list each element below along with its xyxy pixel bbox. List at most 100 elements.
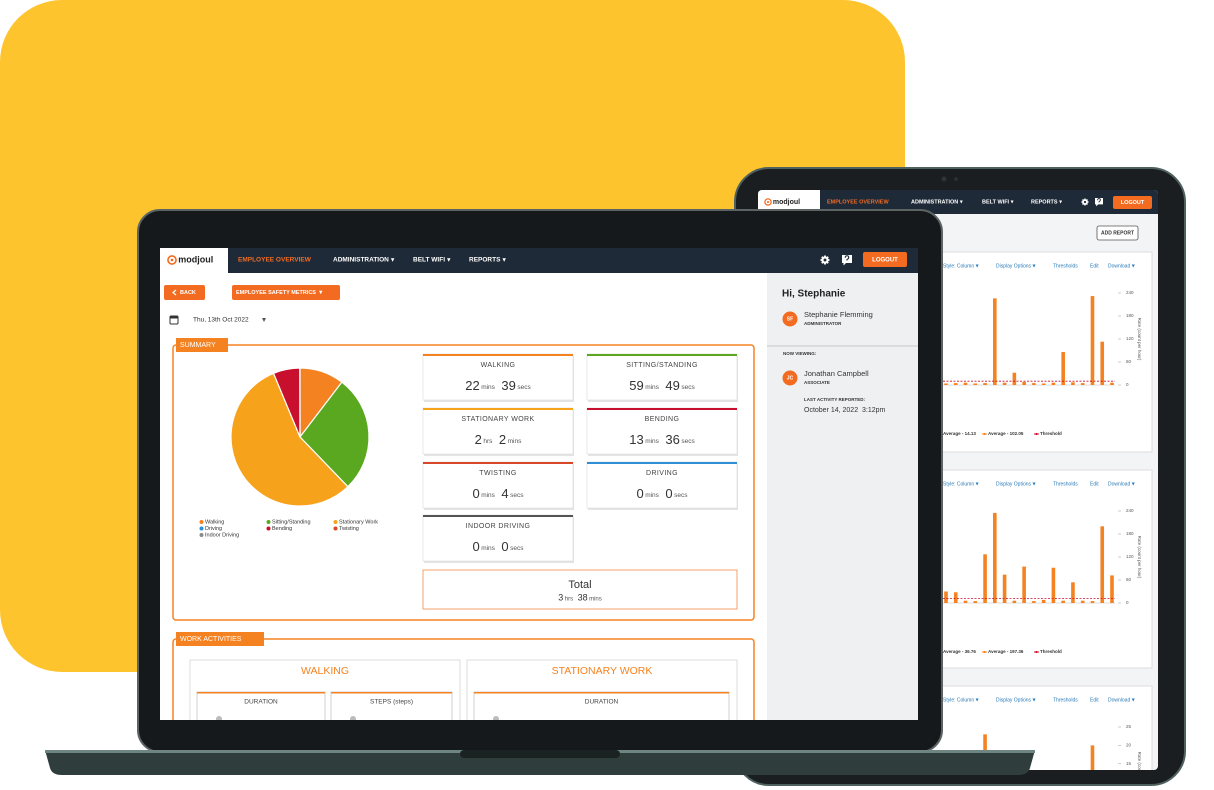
chart-toolbar-item[interactable]: Edit (1090, 263, 1099, 269)
bar (1051, 382, 1056, 385)
duration-number: 0 (472, 486, 479, 501)
chart-toolbar-item[interactable]: Edit (1090, 697, 1099, 703)
legend-dot (983, 432, 986, 436)
nav-item[interactable]: EMPLOYEE OVERVIEW (238, 257, 312, 264)
legend-label: Threshold (1040, 649, 1062, 654)
duration-unit: mins (508, 438, 522, 445)
laptop-navbar (160, 248, 918, 273)
total-label: Total (568, 579, 591, 591)
duration-unit: hrs (483, 438, 493, 445)
bar (1032, 383, 1036, 385)
card-accent (587, 354, 737, 356)
chart-toolbar-item[interactable]: Display Options (996, 697, 1032, 703)
logout-button[interactable] (863, 252, 907, 267)
bar (1100, 341, 1105, 385)
duration-number: 3 (558, 593, 563, 603)
chart-toolbar-item[interactable]: Thresholds (1053, 697, 1078, 703)
chart-toolbar-item[interactable]: Style: Column (943, 263, 974, 269)
bar (1032, 601, 1036, 603)
bar (1071, 582, 1075, 603)
legend-label: Driving (205, 526, 222, 532)
chart-toolbar-item[interactable]: Edit (1090, 481, 1099, 487)
bar (1002, 382, 1007, 385)
logout-button[interactable] (1113, 196, 1152, 209)
bar (1041, 383, 1046, 385)
chart-toolbar-item[interactable]: Style: Column (943, 697, 974, 703)
duration-unit: secs (674, 492, 688, 499)
laptop-notch (460, 750, 620, 758)
duration-unit: mins (645, 384, 659, 391)
greeting: Hi, Stephanie (782, 289, 846, 300)
caret (262, 318, 266, 322)
date[interactable]: Thu, 13th Oct 2022 (193, 317, 249, 324)
gear-hole (823, 258, 827, 262)
avatar-initials: JC (787, 375, 794, 381)
gear-hole (1083, 200, 1087, 204)
bar (1110, 382, 1114, 385)
logout-label[interactable]: LOGOUT (872, 258, 898, 264)
duration-value: 0 mins 0 secs (472, 539, 524, 554)
bar (993, 512, 997, 603)
tile-accent (474, 692, 729, 694)
chart-toolbar-item[interactable]: Display Options (996, 481, 1032, 487)
caret (502, 258, 506, 262)
logout-label[interactable]: LOGOUT (1121, 200, 1145, 206)
chart-toolbar-item[interactable]: Download (1108, 263, 1130, 269)
metric-card (422, 353, 574, 401)
person-name: Jonathan Campbell (804, 369, 869, 378)
back-chevron (172, 289, 177, 296)
bar (944, 591, 948, 603)
nav-item[interactable]: EMPLOYEE OVERVIEW (827, 199, 889, 205)
y-tick-label: 180 (1126, 313, 1134, 318)
bar (1100, 526, 1105, 603)
legend-marker (199, 520, 204, 524)
chart-toolbar-item[interactable]: Thresholds (1053, 481, 1078, 487)
legend-label: Walking (205, 519, 224, 525)
back-button[interactable] (164, 285, 205, 300)
gauge-knob (493, 716, 499, 720)
y-axis-label: Rate (count per hour) (1137, 536, 1142, 579)
bar (1090, 296, 1095, 385)
chart-toolbar-item[interactable]: Thresholds (1053, 263, 1078, 269)
report-select[interactable] (232, 285, 340, 300)
caret (1010, 200, 1014, 204)
add-report-button[interactable] (1096, 225, 1139, 241)
bar (944, 383, 948, 385)
activity-tile (330, 691, 453, 720)
chart-toolbar-item[interactable]: Download (1108, 481, 1130, 487)
card-label: BENDING (645, 416, 680, 423)
back-label[interactable]: BACK (180, 290, 196, 296)
caret (975, 264, 979, 268)
nav-item[interactable]: ADMINISTRATION (911, 199, 958, 205)
chart-toolbar-item[interactable]: Download (1108, 697, 1130, 703)
nav-item[interactable]: REPORTS (1031, 199, 1058, 205)
y-tick-label: 60 (1126, 577, 1132, 582)
legend-label: Bending (272, 526, 292, 532)
nav-item[interactable]: ADMINISTRATION (333, 257, 389, 264)
bar (973, 383, 978, 385)
nav-item[interactable]: BELT WIFI (413, 257, 445, 264)
report-label[interactable]: EMPLOYEE SAFETY METRICS (236, 290, 316, 296)
y-tick-label: 0 (1126, 382, 1129, 387)
tile-title: STEPS (steps) (370, 699, 413, 706)
chart-toolbar-item[interactable]: Display Options (996, 263, 1032, 269)
duration-unit: mins (645, 492, 659, 499)
work-tab (176, 632, 264, 646)
logo-icon-core (170, 258, 174, 262)
caret (1032, 482, 1036, 486)
caret (1131, 698, 1135, 702)
legend-label: Average - 14.13 (943, 431, 976, 436)
y-tick-label: 240 (1126, 290, 1134, 295)
duration-number: 36 (665, 432, 679, 447)
y-tick-label: 0 (1126, 600, 1129, 605)
bar (993, 298, 997, 385)
duration-value: 2 hrs 2 mins (475, 432, 522, 447)
legend-marker (333, 520, 338, 524)
duration-unit: mins (481, 492, 495, 499)
nav-item[interactable]: REPORTS (469, 257, 501, 264)
nav-item[interactable]: BELT WIFI (982, 199, 1010, 205)
add-report-label[interactable]: ADD REPORT (1101, 230, 1134, 236)
duration-value: 22 mins 39 secs (465, 378, 531, 393)
help-glyph (1097, 198, 1101, 203)
chart-toolbar-item[interactable]: Style: Column (943, 481, 974, 487)
